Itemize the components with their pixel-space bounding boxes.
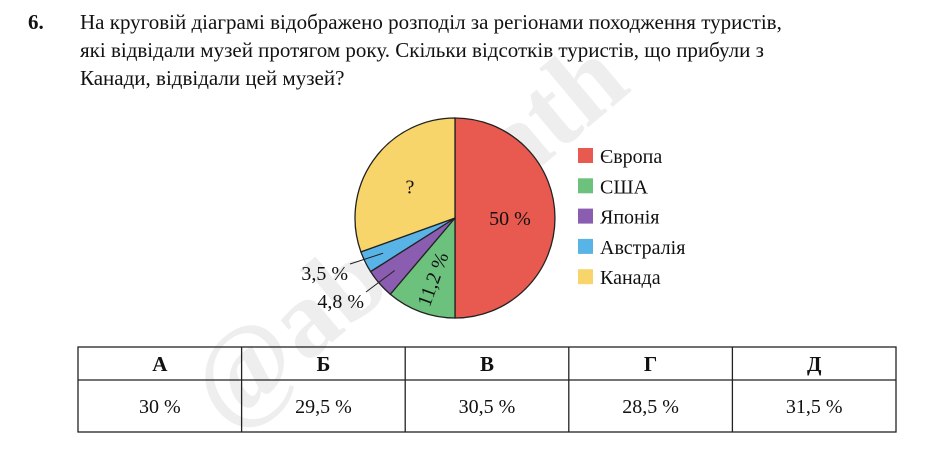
leader-line [349, 252, 384, 265]
table-cell: 30,5 % [459, 396, 516, 418]
legend-label: Австралія [600, 237, 685, 259]
table-header: Г [644, 352, 657, 376]
question-line: На круговій діаграмі відображено розподі… [80, 10, 782, 34]
pie-slice [454, 117, 556, 319]
table-cell: 31,5 % [786, 396, 843, 418]
legend-swatch [578, 208, 593, 224]
answer-table: А 30 % Б 29,5 % В 30,5 % Г 28,5 % Д 31,5 % [77, 346, 897, 433]
legend-swatch [578, 269, 593, 285]
table-cell: 28,5 % [622, 396, 679, 418]
pie-slice [354, 117, 456, 253]
table-header: Д [807, 352, 822, 376]
question-line: Канади, відвідали цей музей? [80, 66, 344, 90]
table-header: В [480, 352, 494, 376]
table-cell: 30 % [139, 396, 181, 418]
legend-label: Європа [600, 146, 662, 168]
pie-slice [389, 216, 456, 319]
legend-label: США [600, 176, 649, 198]
pie-chart: 50 %11,2 %4,8 %3,5 %? [301, 117, 556, 319]
legend: Європа США Японія Австралія Канада [578, 146, 685, 289]
leader-line [365, 270, 395, 293]
table-header: Б [316, 352, 330, 376]
slice-label: ? [406, 176, 415, 198]
legend-swatch [578, 178, 593, 194]
question-line: які відвідали музей протягом року. Скіль… [80, 38, 764, 62]
table-header: А [152, 352, 168, 376]
legend-label: Канада [600, 267, 661, 289]
slice-label: 4,8 % [317, 291, 364, 313]
table-border [77, 346, 897, 433]
question-number: 6. [28, 10, 44, 34]
table-cell: 29,5 % [295, 396, 352, 418]
slice-label: 3,5 % [301, 263, 348, 285]
legend-swatch [578, 238, 593, 254]
slice-label: 50 % [489, 208, 531, 230]
legend-swatch [578, 148, 593, 163]
legend-label: Японія [600, 207, 660, 229]
